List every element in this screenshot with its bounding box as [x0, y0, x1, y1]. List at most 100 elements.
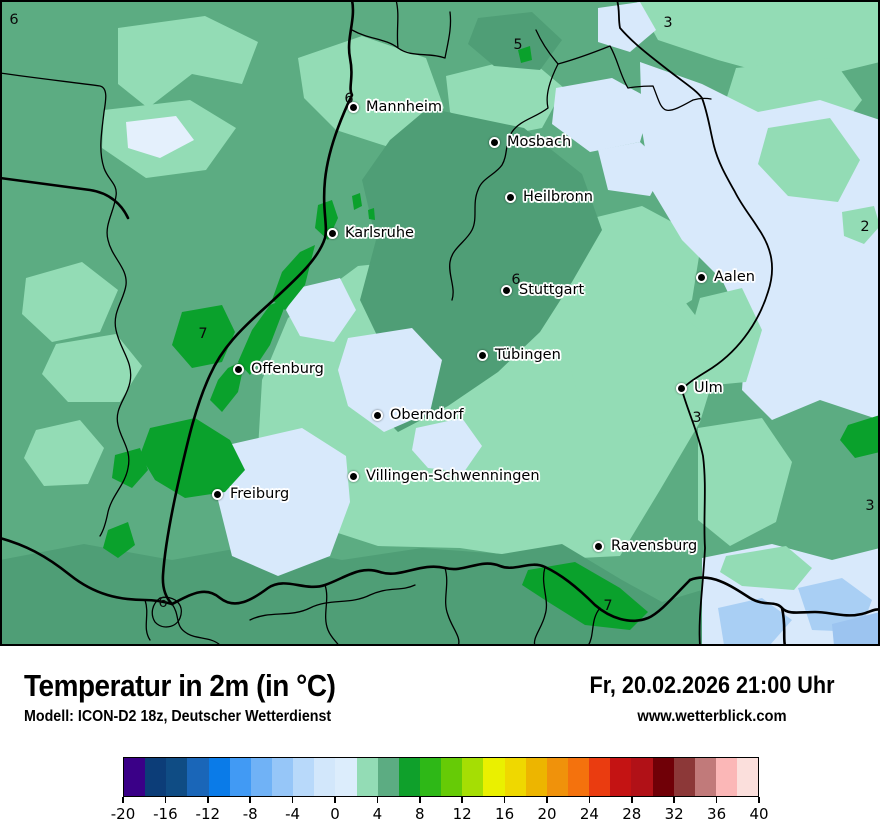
temp-value-label: 7 — [603, 598, 613, 614]
temp-value-label: 3 — [692, 410, 702, 426]
city-label: Ulm — [694, 380, 723, 396]
legend-tick-label: 0 — [330, 805, 340, 823]
city-label: Heilbronn — [523, 189, 593, 205]
city-dot — [348, 101, 359, 113]
legend-tick-label: 8 — [415, 805, 425, 823]
city-dot — [327, 227, 338, 239]
website-url: www.wetterblick.com — [637, 708, 787, 725]
city-marker-mosbach: Mosbach — [489, 134, 571, 150]
legend-color-cell — [546, 758, 568, 796]
legend-tick-mark — [419, 797, 421, 803]
temp-value-label: 6 — [344, 91, 354, 107]
legend-color-cell — [567, 758, 590, 796]
legend-tick-mark — [461, 797, 463, 803]
city-marker-tuebingen: Tübingen — [477, 347, 561, 363]
legend-color-cell — [356, 758, 378, 796]
legend-color-cell — [715, 758, 738, 796]
city-dot — [212, 488, 223, 500]
city-dot — [348, 470, 359, 482]
legend-tick-mark — [376, 797, 379, 803]
city-label: Stuttgart — [519, 282, 585, 298]
legend-tick-mark — [715, 797, 718, 803]
legend-color-cell — [166, 758, 188, 796]
legend-color-cell — [250, 758, 272, 796]
city-marker-karlsruhe: Karlsruhe — [327, 225, 414, 241]
legend-color-cell — [398, 758, 420, 796]
legend-tick-mark — [207, 797, 209, 803]
legend-tick-label: -12 — [195, 805, 221, 823]
legend-color-cell — [525, 758, 547, 796]
city-label: Aalen — [714, 269, 755, 285]
city-marker-oberndorf: Oberndorf — [372, 407, 464, 423]
legend-color-cell — [589, 758, 611, 796]
city-marker-ulm: Ulm — [676, 380, 723, 396]
legend-tick-mark — [503, 797, 506, 803]
temp-region-mint-east — [566, 118, 880, 590]
model-info: Modell: ICON-D2 18z, Deutscher Wetterdie… — [24, 708, 332, 725]
legend-color-cell — [737, 758, 759, 796]
legend-color-cell — [631, 758, 653, 796]
legend-tick-mark — [249, 797, 251, 803]
city-dot — [505, 191, 516, 203]
legend-tick-label: 36 — [707, 805, 727, 823]
legend-tick-label: -20 — [110, 805, 136, 823]
legend-color-cell — [314, 758, 336, 796]
city-dot — [372, 409, 383, 421]
district-border-lines — [0, 0, 712, 646]
temp-value-label: 3 — [663, 15, 673, 31]
legend-tick-label: 16 — [495, 805, 515, 823]
city-label: Oberndorf — [390, 407, 464, 423]
city-dot — [477, 349, 488, 361]
temp-value-label: 2 — [860, 219, 870, 235]
temp-region-blue-patches — [126, 116, 880, 646]
legend-tick-mark — [164, 797, 167, 803]
legend-tick-label: 4 — [372, 805, 383, 823]
legend-color-cell — [694, 758, 716, 796]
valid-datetime: Fr, 20.02.2026 21:00 Uhr — [589, 672, 835, 699]
legend-ticks: -20 -16 -12 -8 -4 0 4 8 12 16 20 24 28 32 36 40 — [111, 757, 769, 827]
footer: Temperatur in 2m (in °C) Modell: ICON-D2… — [0, 646, 880, 830]
city-marker-heilbronn: Heilbronn — [505, 189, 593, 205]
legend-tick-mark — [673, 797, 675, 803]
legend-color-cell — [652, 758, 674, 796]
page-title: Temperatur in 2m (in °C) — [24, 668, 336, 703]
city-dot — [696, 271, 707, 283]
city-dot — [233, 363, 244, 375]
city-marker-freiburg: Freiburg — [212, 486, 289, 502]
legend-color-cell — [208, 758, 230, 796]
legend-color-cell — [271, 758, 294, 796]
legend-tick-label: 20 — [537, 805, 557, 823]
legend-color-cell — [145, 758, 167, 796]
city-dot — [593, 540, 604, 552]
city-marker-villingen-schwenningen: Villingen-Schwenningen — [348, 468, 540, 484]
legend-color-cell — [377, 758, 399, 796]
legend-tick-mark — [546, 797, 548, 803]
legend-tick-label: 12 — [452, 805, 472, 823]
city-label: Offenburg — [251, 361, 324, 377]
temp-value-label: 5 — [513, 37, 523, 53]
city-dot — [489, 136, 500, 148]
state-border-line — [616, 0, 773, 646]
legend-tick-label: 32 — [664, 805, 684, 823]
temp-value-label: 6 — [511, 272, 521, 288]
legend-color-cell — [462, 758, 484, 796]
city-label: Mannheim — [366, 99, 443, 115]
legend-tick-mark — [122, 797, 124, 803]
city-marker-mannheim: Mannheim — [348, 99, 442, 115]
temp-value-label: 6 — [158, 595, 168, 611]
city-label: Tübingen — [495, 347, 561, 363]
temp-value-label: 3 — [865, 498, 875, 514]
legend-color-cell — [187, 758, 209, 796]
city-label: Ravensburg — [611, 538, 698, 554]
legend-tick-label: 24 — [579, 805, 599, 823]
city-marker-ravensburg: Ravensburg — [593, 538, 697, 554]
legend-color-cell — [419, 758, 442, 796]
legend-color-cell — [335, 758, 357, 796]
legend-color-cell — [229, 758, 251, 796]
city-label: Freiburg — [230, 486, 290, 502]
legend-color-cell — [673, 758, 695, 796]
city-dot — [501, 284, 512, 296]
legend-tick-label: 40 — [749, 805, 769, 823]
legend-color-cell — [124, 758, 146, 796]
